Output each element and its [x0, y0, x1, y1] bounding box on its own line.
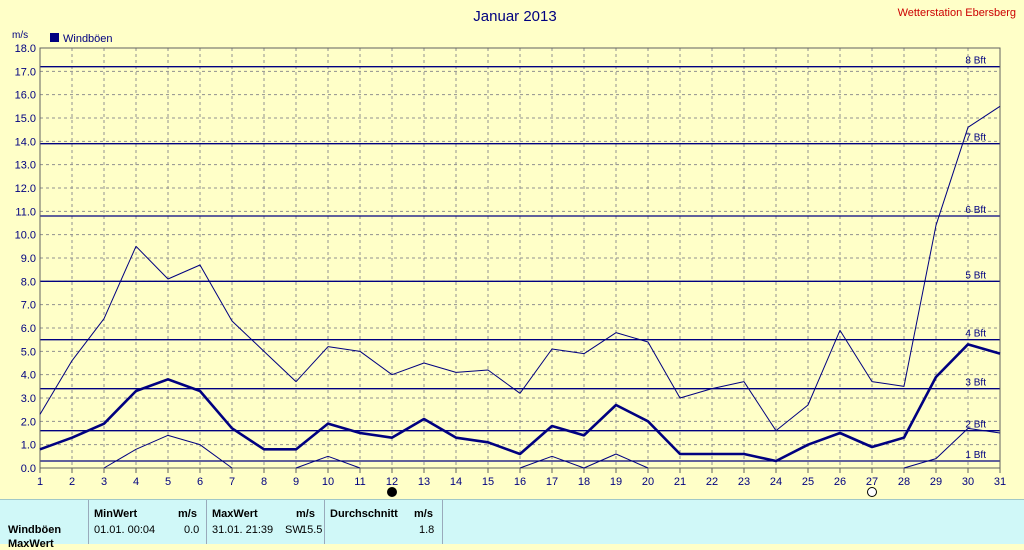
x-tick-label: 6 — [197, 476, 203, 488]
x-tick-label: 21 — [674, 476, 686, 488]
x-tick-label: 10 — [322, 476, 334, 488]
y-tick-label: 16.0 — [15, 90, 36, 102]
stats-panel: MinWert m/s MaxWert m/s Durchschnitt m/s… — [0, 499, 1024, 550]
series-line-min — [295, 455, 361, 469]
series-line-min — [103, 434, 233, 469]
x-tick-label: 26 — [834, 476, 846, 488]
y-tick-label: 4.0 — [21, 370, 36, 382]
beaufort-label: 1 Bft — [965, 450, 986, 461]
y-tick-label: 6.0 — [21, 323, 36, 335]
full-moon-icon — [867, 487, 877, 497]
separator — [442, 500, 443, 544]
row2-label: MaxWert — [8, 538, 54, 550]
row-label: Windböen — [8, 524, 62, 536]
max-unit: m/s — [296, 508, 315, 520]
max-direction: SW — [285, 524, 303, 536]
y-axis-unit: m/s — [12, 30, 28, 41]
y-tick-label: 15.0 — [15, 113, 36, 125]
avg-value: 1.8 — [419, 524, 435, 536]
x-tick-label: 20 — [642, 476, 654, 488]
separator — [324, 500, 325, 544]
x-tick-label: 12 — [386, 476, 398, 488]
y-tick-label: 5.0 — [21, 346, 36, 358]
station-name: Wetterstation Ebersberg — [898, 7, 1016, 19]
legend-swatch — [50, 33, 59, 42]
y-tick-label: 9.0 — [21, 253, 36, 265]
beaufort-label: 3 Bft — [965, 378, 986, 389]
x-tick-label: 8 — [261, 476, 267, 488]
series-lines — [39, 105, 1001, 469]
x-tick-label: 19 — [610, 476, 622, 488]
y-tick-label: 18.0 — [15, 43, 36, 55]
separator — [88, 500, 89, 544]
beaufort-label: 6 Bft — [965, 205, 986, 216]
x-tick-label: 22 — [706, 476, 718, 488]
avg-header: Durchschnitt — [330, 508, 398, 520]
max-value: 15.5 — [301, 524, 323, 536]
grid — [40, 48, 1000, 468]
series-line-min — [519, 453, 649, 469]
x-tick-label: 15 — [482, 476, 494, 488]
separator — [206, 500, 207, 544]
legend-label: Windböen — [63, 33, 113, 45]
min-value: 0.0 — [184, 524, 200, 536]
min-time: 01.01. 00:04 — [94, 524, 156, 536]
x-tick-label: 5 — [165, 476, 171, 488]
x-tick-label: 13 — [418, 476, 430, 488]
series-line-min — [903, 427, 1001, 469]
x-tick-label: 16 — [514, 476, 526, 488]
x-tick-label: 31 — [994, 476, 1006, 488]
x-tick-label: 4 — [133, 476, 139, 488]
beaufort-label: 7 Bft — [965, 133, 986, 144]
y-tick-label: 1.0 — [21, 440, 36, 452]
y-tick-label: 11.0 — [15, 206, 36, 218]
series-line-mean — [39, 343, 1001, 463]
series-line-max — [39, 105, 1001, 432]
y-tick-label: 7.0 — [21, 300, 36, 312]
y-tick-label: 8.0 — [21, 276, 36, 288]
y-tick-label: 12.0 — [15, 183, 36, 195]
max-time: 31.01. 21:39 — [212, 524, 274, 536]
y-tick-label: 14.0 — [15, 136, 36, 148]
new-moon-icon — [387, 487, 397, 497]
y-tick-label: 13.0 — [15, 160, 36, 172]
x-tick-label: 9 — [293, 476, 299, 488]
beaufort-label: 2 Bft — [965, 420, 986, 431]
x-tick-label: 18 — [578, 476, 590, 488]
x-tick-label: 11 — [354, 476, 365, 488]
y-tick-label: 3.0 — [21, 393, 36, 405]
x-tick-label: 25 — [802, 476, 814, 488]
y-tick-label: 0.0 — [21, 463, 36, 475]
x-tick-label: 3 — [101, 476, 107, 488]
beaufort-label: 5 Bft — [965, 270, 986, 281]
x-tick-label: 7 — [229, 476, 235, 488]
y-tick-label: 17.0 — [15, 66, 36, 78]
beaufort-label: 4 Bft — [965, 329, 986, 340]
chart-title: Januar 2013 — [473, 8, 556, 25]
x-tick-label: 23 — [738, 476, 750, 488]
wind-chart: 1 Bft 2 Bft 3 Bft 4 Bft 5 Bft 6 Bft 7 Bft 8 Bft… — [12, 7, 1016, 497]
x-tick-label: 30 — [962, 476, 974, 488]
x-tick-label: 2 — [69, 476, 75, 488]
y-tick-label: 10.0 — [15, 230, 36, 242]
beaufort-lines: 1 Bft 2 Bft 3 Bft 4 Bft 5 Bft 6 Bft 7 Bft 8 Bft — [40, 56, 1000, 462]
y-tick-label: 2.0 — [21, 416, 36, 428]
x-tick-label: 28 — [898, 476, 910, 488]
x-tick-label: 17 — [546, 476, 558, 488]
x-tick-label: 27 — [866, 476, 878, 488]
x-tick-label: 24 — [770, 476, 782, 488]
avg-unit: m/s — [414, 508, 433, 520]
min-unit: m/s — [178, 508, 197, 520]
axis-labels: 0.01.02.03.04.05.06.07.08.09.010.011.012… — [15, 43, 1007, 488]
max-header: MaxWert — [212, 508, 258, 520]
beaufort-label: 8 Bft — [965, 56, 986, 67]
min-header: MinWert — [94, 508, 138, 520]
x-tick-label: 1 — [37, 476, 43, 488]
x-tick-label: 14 — [450, 476, 462, 488]
x-tick-label: 29 — [930, 476, 942, 488]
